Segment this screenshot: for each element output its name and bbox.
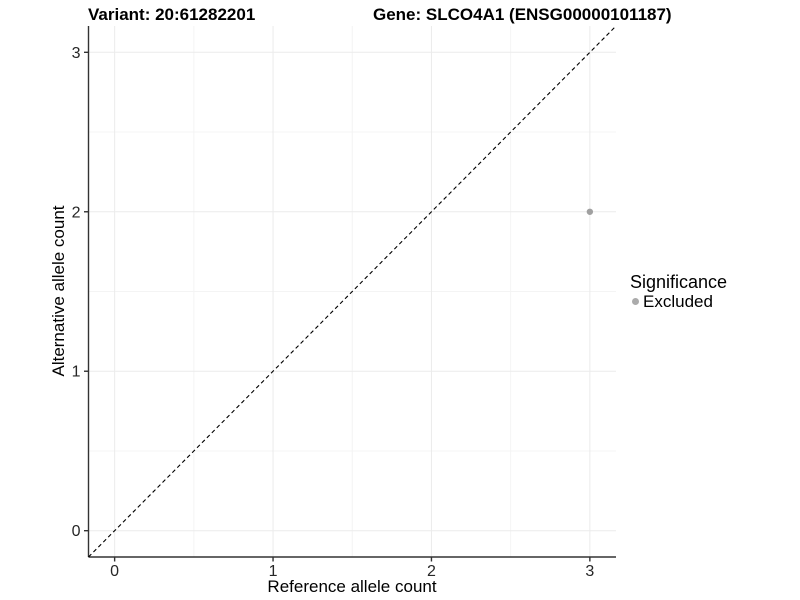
x-axis-title: Reference allele count xyxy=(267,577,437,596)
x-tick-label: 1 xyxy=(269,563,278,580)
data-point xyxy=(586,208,594,215)
x-tick-label: 2 xyxy=(427,563,436,580)
legend-item-label: Excluded xyxy=(643,291,713,311)
y-axis-title: Alternative allele count xyxy=(49,205,68,377)
plot-title-gene: Gene: SLCO4A1 (ENSG00000101187) xyxy=(373,5,672,24)
y-tick-label: 0 xyxy=(72,523,81,540)
identity-line xyxy=(88,25,617,558)
y-tick-label: 3 xyxy=(72,45,81,62)
y-tick-label: 2 xyxy=(72,204,81,221)
x-tick-label: 0 xyxy=(110,563,119,580)
legend-key-dot-icon xyxy=(632,298,639,305)
x-tick-label: 3 xyxy=(585,563,594,580)
legend: Significance Excluded xyxy=(630,272,728,311)
legend-item-excluded: Excluded xyxy=(630,291,727,311)
plot-title-variant: Variant: 20:61282201 xyxy=(88,5,256,24)
legend-title: Significance xyxy=(630,272,728,292)
y-tick-label: 1 xyxy=(72,364,81,381)
